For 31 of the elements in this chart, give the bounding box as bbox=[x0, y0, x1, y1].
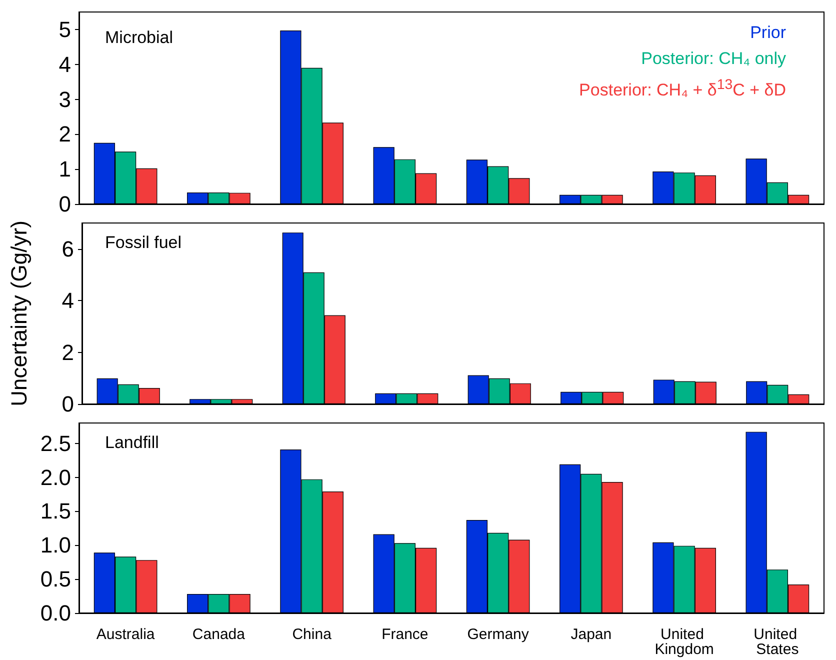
y-axis-title: Uncertainty (Gg/yr) bbox=[6, 220, 32, 406]
y-tick-label: 0 bbox=[62, 392, 74, 416]
y-tick-label: 0 bbox=[58, 192, 71, 216]
text: Landfill bbox=[105, 433, 159, 452]
text: Prior bbox=[749, 22, 786, 44]
y-tick-label: 0.5 bbox=[40, 566, 71, 592]
text: Posterior: CH₄ only bbox=[640, 48, 786, 70]
y-tick-label: 4 bbox=[58, 52, 71, 77]
x-tick-label: Japan bbox=[570, 626, 612, 643]
y-tick-label: 2 bbox=[62, 340, 74, 365]
y-tick-label: 3 bbox=[58, 86, 71, 112]
y-tick-label: 6 bbox=[62, 236, 74, 262]
y-tick-label: 5 bbox=[58, 16, 71, 42]
y-tick-label: 2.5 bbox=[40, 430, 71, 456]
y-tick-label: 1 bbox=[58, 156, 71, 182]
y-tick-label: 1.0 bbox=[40, 532, 71, 558]
text: Posterior: CH₄ + δ$^{13}$C + δD bbox=[579, 76, 786, 102]
text: Microbial bbox=[105, 28, 174, 47]
x-tick-label: Canada bbox=[192, 626, 246, 643]
y-tick-label: 2.0 bbox=[40, 464, 71, 490]
y-tick-label: 1.5 bbox=[40, 498, 71, 524]
y-tick-label: 4 bbox=[62, 288, 74, 314]
x-tick-label: China bbox=[292, 626, 332, 643]
y-tick-label: 2 bbox=[58, 122, 71, 147]
x-tick-label: France bbox=[382, 626, 428, 643]
x-tick-label: United Kingdom bbox=[654, 626, 714, 658]
x-tick-label: United States bbox=[754, 626, 802, 658]
text: Fossil fuel bbox=[105, 233, 182, 252]
x-tick-label: Germany bbox=[467, 626, 530, 643]
y-tick-label: 0.0 bbox=[40, 600, 71, 626]
x-tick-label: Australia bbox=[96, 626, 156, 643]
